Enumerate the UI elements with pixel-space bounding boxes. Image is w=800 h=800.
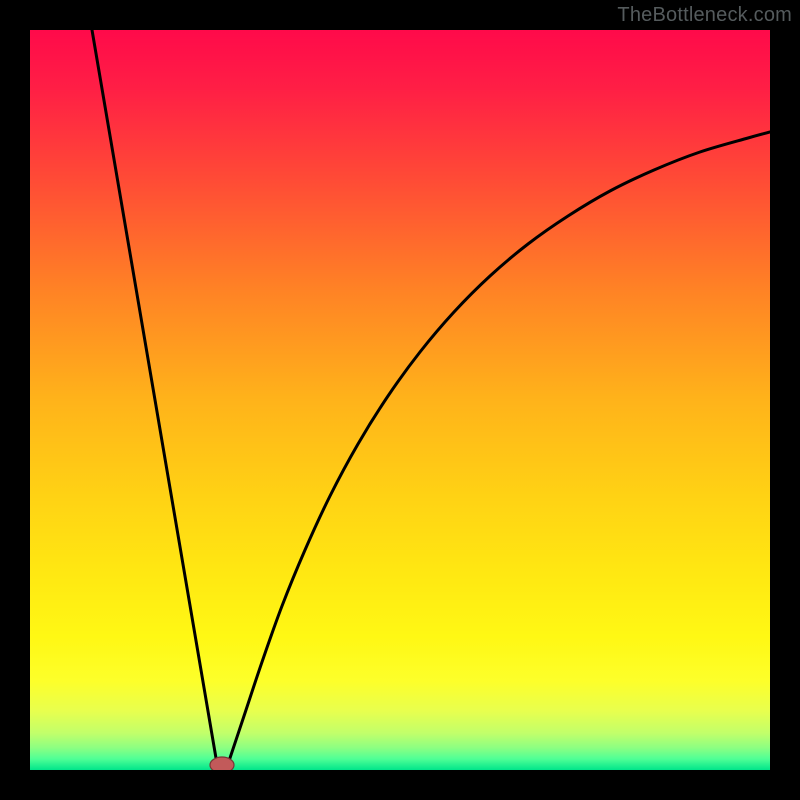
- watermark-text: TheBottleneck.com: [617, 4, 792, 27]
- minimum-marker: [210, 757, 234, 770]
- plot-area: [30, 30, 770, 770]
- chart-container: TheBottleneck.com: [0, 0, 800, 800]
- curve-left-segment: [92, 30, 217, 764]
- curve-layer: [30, 30, 770, 770]
- curve-right-segment: [228, 132, 770, 764]
